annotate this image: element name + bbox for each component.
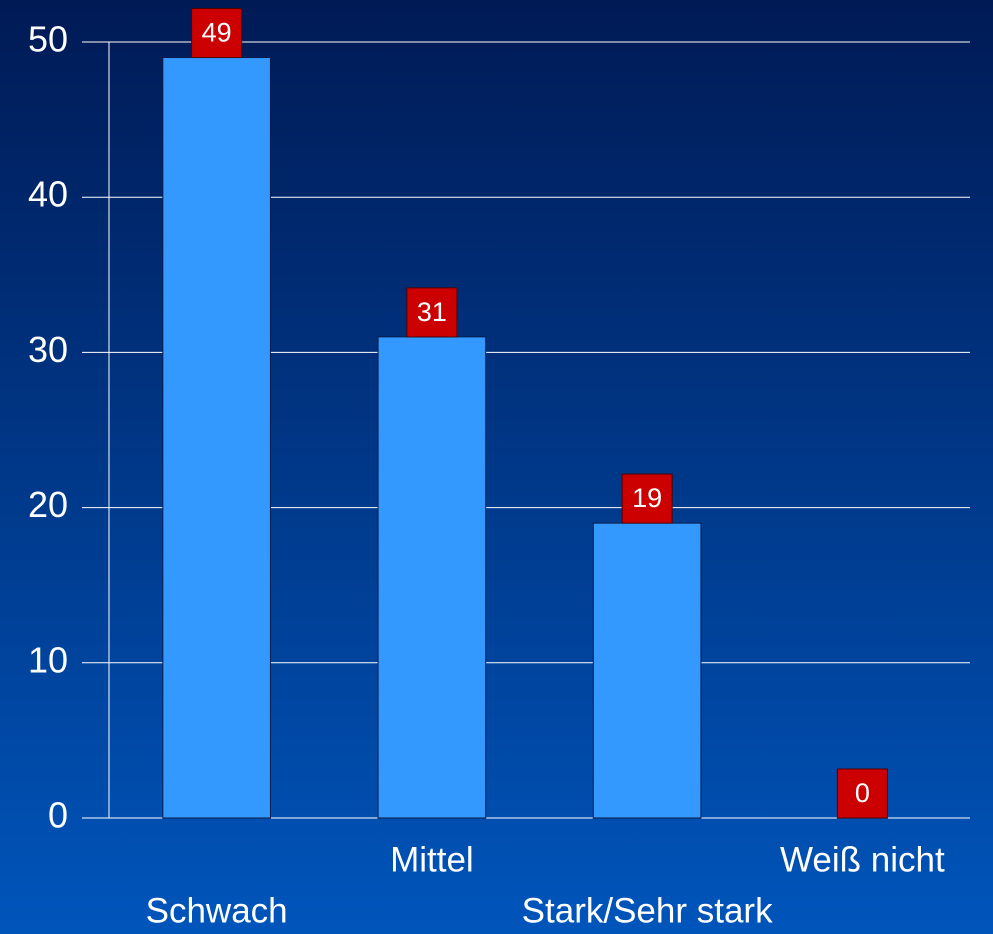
- x-tick-label: Weiß nicht: [780, 840, 945, 879]
- y-tick-label: 10: [28, 639, 68, 680]
- x-tick-label: Schwach: [146, 891, 288, 930]
- bar: [377, 336, 487, 819]
- y-tick-label: 0: [48, 795, 68, 836]
- y-tick-label: 50: [28, 19, 68, 60]
- x-tick-label: Stark/Sehr stark: [522, 891, 773, 930]
- value-label-box: [836, 768, 888, 819]
- bar: [592, 522, 702, 819]
- value-label-box: [191, 8, 243, 59]
- y-tick-label: 30: [28, 329, 68, 370]
- value-label-box: [406, 287, 458, 338]
- value-label: 19: [632, 483, 662, 513]
- value-label-box: [621, 473, 673, 524]
- y-tick-label: 40: [28, 174, 68, 215]
- x-tick-label: Mittel: [390, 840, 474, 879]
- y-tick-label: 20: [28, 484, 68, 525]
- bar: [162, 57, 271, 819]
- value-label: 49: [202, 18, 232, 48]
- value-label: 31: [417, 297, 447, 327]
- value-label: 0: [855, 778, 870, 808]
